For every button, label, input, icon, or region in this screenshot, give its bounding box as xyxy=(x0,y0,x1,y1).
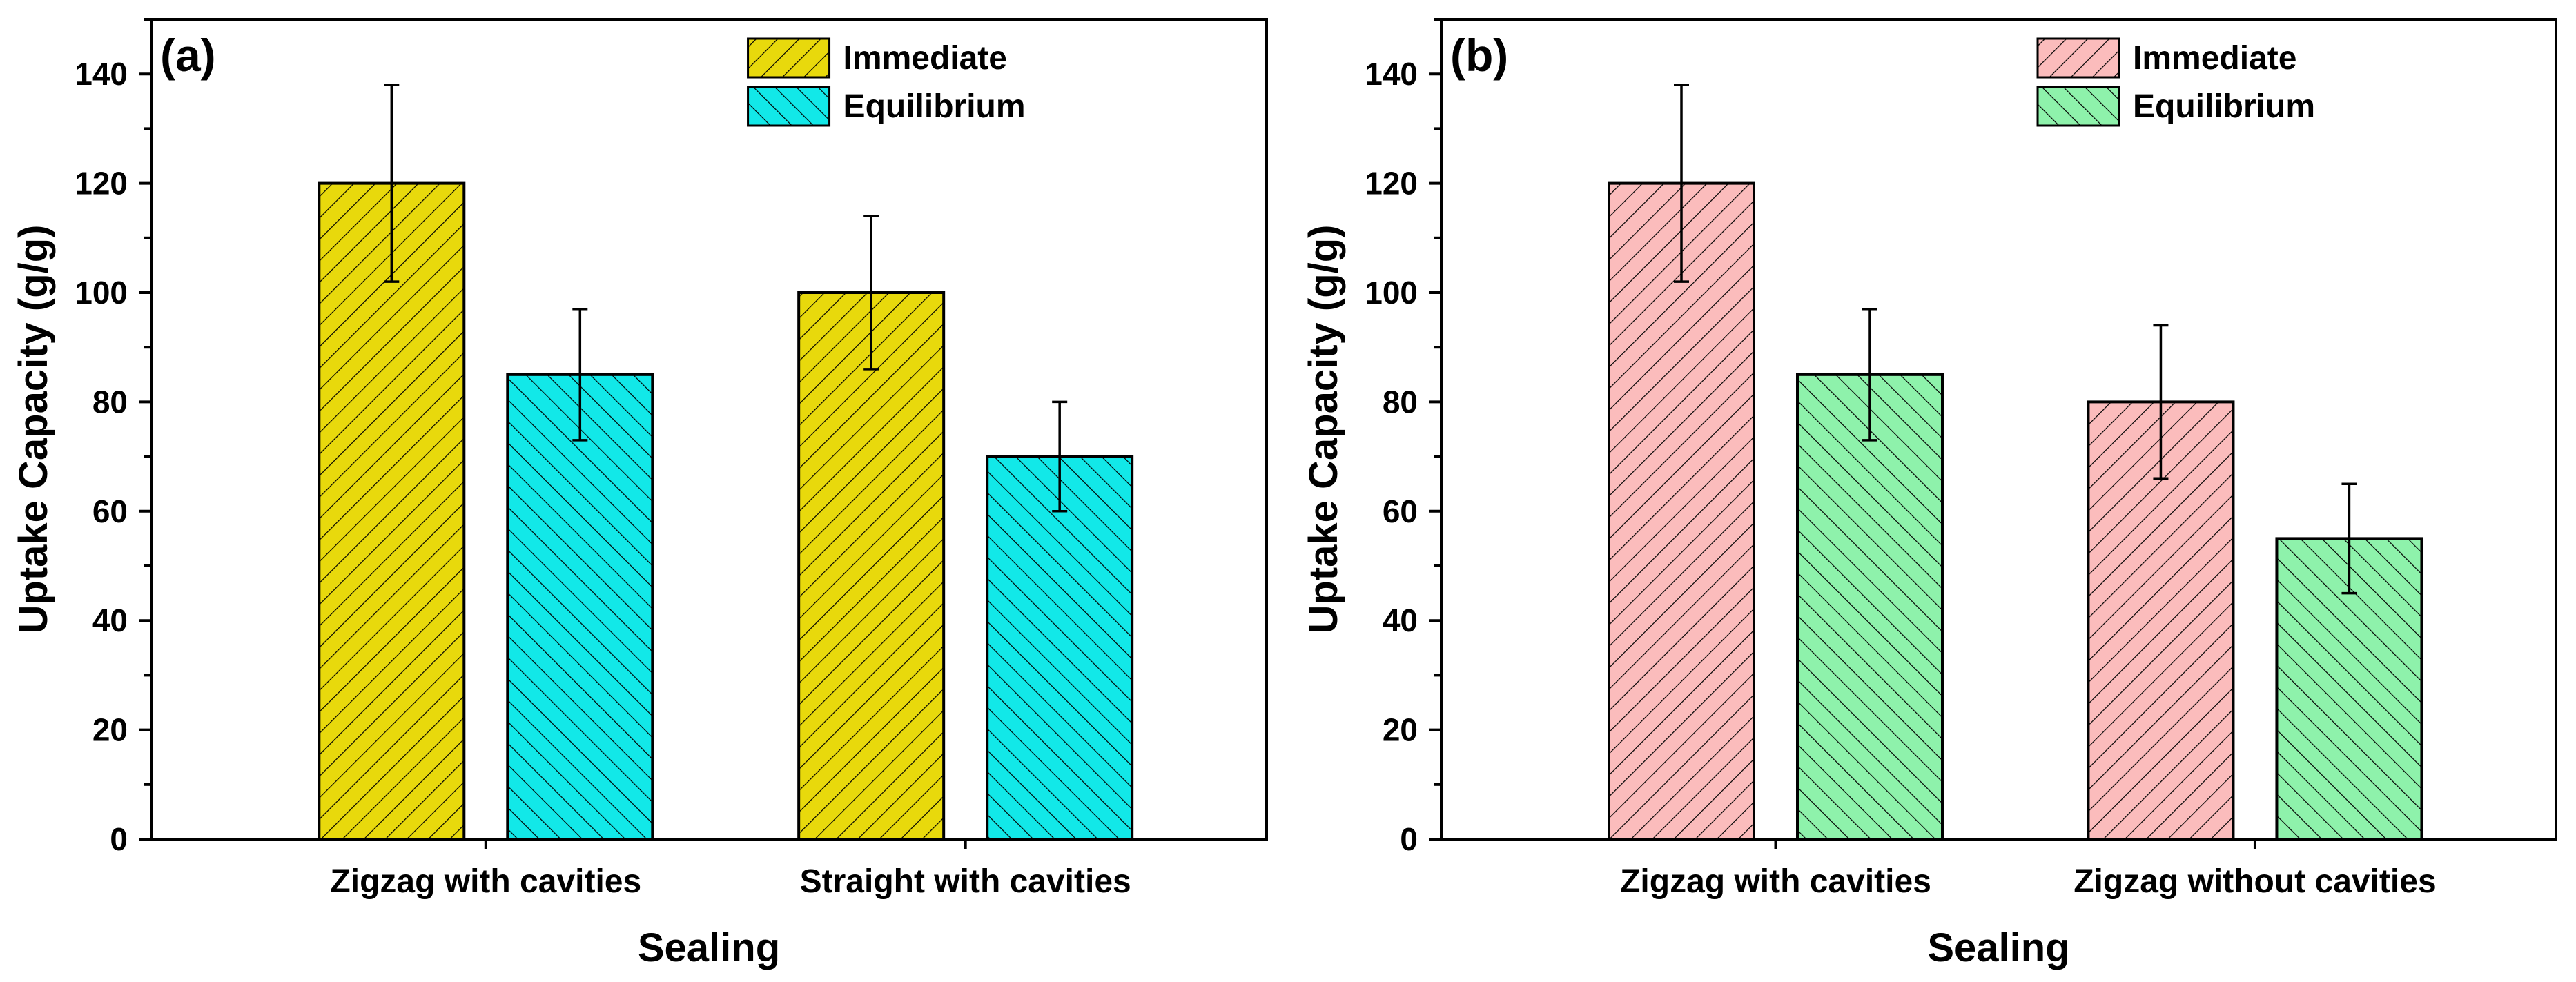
y-tick-label: 0 xyxy=(1400,821,1418,857)
legend-label-equilibrium: Equilibrium xyxy=(2133,88,2315,125)
y-tick-label: 140 xyxy=(1365,56,1418,92)
bar-equilibrium-straight-with-cavities xyxy=(986,455,1134,841)
y-axis-title: Uptake Capacity (g/g) xyxy=(1301,225,1346,634)
panel-label: (b) xyxy=(1450,30,1508,81)
y-tick-label: 80 xyxy=(92,384,128,420)
y-axis-title: Uptake Capacity (g/g) xyxy=(11,225,56,634)
y-tick-label: 0 xyxy=(110,821,128,857)
y-tick-label: 20 xyxy=(1383,712,1418,748)
error-bar-equilibrium-zigzag-without-cavities xyxy=(2341,482,2357,595)
y-tick-label: 60 xyxy=(1383,493,1418,529)
legend-label-equilibrium: Equilibrium xyxy=(843,88,1026,125)
y-tick-label: 40 xyxy=(1383,602,1418,638)
x-tick-label: Zigzag with cavities xyxy=(330,863,641,900)
legend-label-immediate: Immediate xyxy=(843,40,1007,77)
plot-frame xyxy=(150,18,1268,841)
panel-label: (a) xyxy=(160,30,216,81)
error-bar-immediate-zigzag-with-cavities xyxy=(1674,84,1689,283)
bar-equilibrium-zigzag-with-cavities xyxy=(506,373,654,841)
error-bar-immediate-straight-with-cavities xyxy=(863,215,879,371)
legend-swatch-equilibrium xyxy=(2036,86,2120,127)
error-bar-equilibrium-zigzag-with-cavities xyxy=(572,308,588,442)
legend-label-immediate: Immediate xyxy=(2133,40,2296,77)
legend: Immediate Equilibrium xyxy=(747,37,1026,127)
legend-swatch-immediate xyxy=(2036,37,2120,79)
bar-immediate-zigzag-with-cavities xyxy=(318,181,466,841)
y-tick-label: 60 xyxy=(92,493,128,529)
y-tick-label: 120 xyxy=(1365,166,1418,202)
y-tick-label: 100 xyxy=(75,275,128,311)
y-tick-label: 100 xyxy=(1365,275,1418,311)
legend-swatch-immediate xyxy=(747,37,831,79)
y-tick-label: 140 xyxy=(75,56,128,92)
plot-frame xyxy=(1440,18,2557,841)
x-tick-label: Straight with cavities xyxy=(800,863,1131,900)
x-tick-label: Zigzag with cavities xyxy=(1620,863,1931,900)
error-bar-immediate-zigzag-without-cavities xyxy=(2153,324,2169,480)
x-axis-title: Sealing xyxy=(638,925,780,970)
legend-swatch-equilibrium xyxy=(747,86,831,127)
y-tick-label: 80 xyxy=(1383,384,1418,420)
panel-a: Zigzag with cavities Straight with caviti… xyxy=(11,18,1268,970)
y-tick-label: 40 xyxy=(92,602,128,638)
bar-immediate-zigzag-with-cavities xyxy=(1608,181,1755,841)
x-tick-label: Zigzag without cavities xyxy=(2074,863,2436,900)
panel-b: Zigzag with cavities Zigzag without cavit… xyxy=(1301,18,2557,970)
error-bar-immediate-zigzag-with-cavities xyxy=(384,84,400,283)
legend: Immediate Equilibrium xyxy=(2036,37,2315,127)
error-bar-equilibrium-straight-with-cavities xyxy=(1052,400,1068,513)
bar-immediate-straight-with-cavities xyxy=(797,291,946,841)
bar-equilibrium-zigzag-with-cavities xyxy=(1796,373,1944,841)
error-bar-equilibrium-zigzag-with-cavities xyxy=(1862,308,1877,442)
y-tick-label: 20 xyxy=(92,712,128,748)
x-axis-title: Sealing xyxy=(1927,925,2069,970)
y-tick-label: 120 xyxy=(75,166,128,202)
